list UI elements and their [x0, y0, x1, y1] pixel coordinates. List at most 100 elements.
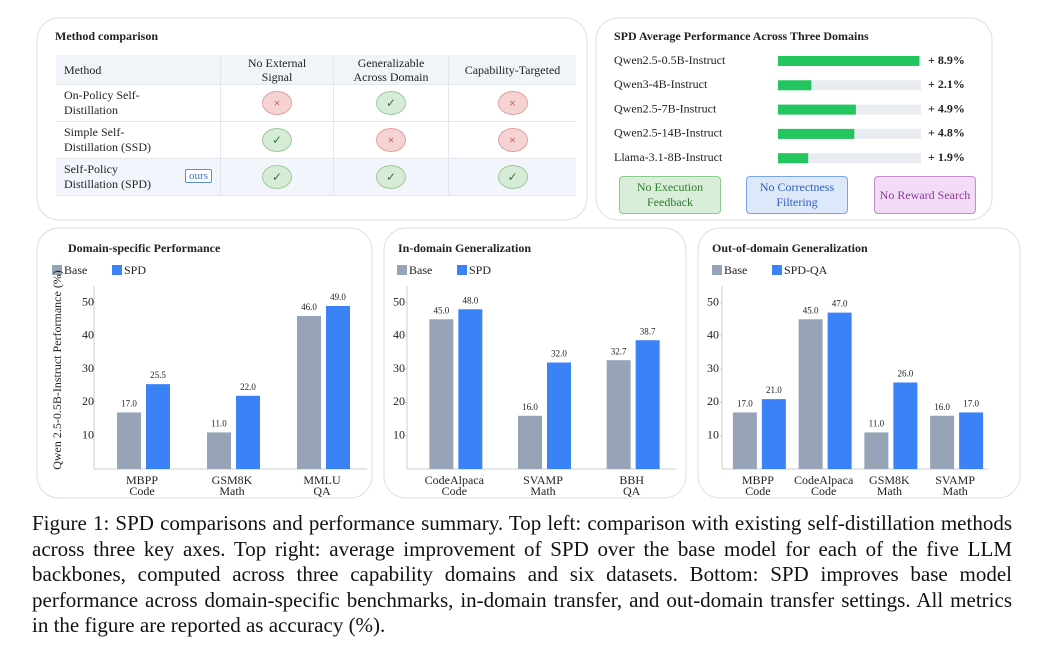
- track: [778, 80, 921, 91]
- row-label: Qwen2.5-0.5B-Instruct: [614, 53, 726, 67]
- y-tick-label: 50: [393, 294, 405, 308]
- row-label: Qwen2.5-14B-Instruct: [614, 126, 723, 140]
- card: [595, 17, 993, 221]
- value-label: + 8.9%: [928, 53, 965, 67]
- y-tick-label: 50: [707, 294, 719, 308]
- chart-title: Out-of-domain Generalization: [712, 241, 868, 255]
- x-tick-label: CodeAlpaca: [794, 473, 854, 487]
- tag: No Execution Feedback: [619, 176, 721, 214]
- bar: [117, 412, 141, 469]
- legend-swatch: [112, 265, 122, 275]
- legend-swatch: [397, 265, 407, 275]
- bar: [893, 382, 918, 469]
- x-tick-label: SVAMP: [935, 473, 975, 487]
- status-icon: ×: [497, 91, 528, 115]
- table-cell: Simple Self-Distillation (SSD): [56, 121, 221, 159]
- status-icon: ✓: [262, 165, 292, 189]
- table-row: Simple Self-Distillation (SSD) ✓ × ×: [56, 121, 576, 159]
- bar: [207, 432, 231, 469]
- y-tick-label: 10: [82, 427, 94, 441]
- bar: [778, 128, 855, 139]
- legend-label: SPD: [469, 263, 491, 277]
- value-label: 49.0: [330, 292, 346, 302]
- status-icon: ✓: [376, 165, 406, 189]
- domain-label: QA: [313, 484, 331, 498]
- chart-title: Domain-specific Performance: [68, 241, 221, 255]
- table-title: Method comparison: [55, 29, 158, 43]
- track: [778, 153, 921, 164]
- domain-label: Code: [129, 484, 154, 498]
- badge: ours: [185, 169, 212, 183]
- value-label: + 2.1%: [928, 77, 965, 91]
- table-cell: ✓: [333, 84, 449, 122]
- bar: [798, 319, 823, 469]
- bar: [778, 80, 812, 91]
- value-label: 11.0: [869, 418, 885, 428]
- method-name: Simple Self-Distillation (SSD): [64, 125, 152, 154]
- table-cell: ✓: [220, 158, 334, 196]
- value-label: 45.0: [433, 305, 449, 315]
- y-tick-label: 50: [82, 294, 94, 308]
- value-label: 16.0: [934, 402, 950, 412]
- bar: [761, 399, 786, 469]
- value-label: 26.0: [898, 369, 914, 379]
- legend-swatch: [712, 265, 722, 275]
- value-label: 17.0: [963, 398, 979, 408]
- value-label: 45.0: [803, 305, 819, 315]
- bar: [778, 104, 856, 115]
- y-tick-label: 30: [707, 361, 719, 375]
- value-label: 32.0: [551, 349, 567, 359]
- value-label: 25.5: [150, 370, 166, 380]
- status-icon: ✓: [497, 165, 528, 189]
- y-tick-label: 40: [82, 328, 94, 342]
- bar: [297, 315, 321, 469]
- header: Generalizable Across Domain: [333, 55, 449, 85]
- legend-label: SPD: [124, 263, 146, 277]
- value-label: 21.0: [766, 385, 782, 395]
- x-tick-label: MBPP: [742, 473, 774, 487]
- status-icon: ×: [497, 128, 528, 152]
- row-label: Llama-3.1-8B-Instruct: [614, 150, 723, 164]
- chart-title: In-domain Generalization: [398, 241, 531, 255]
- table-row: Self-Policy Distillation (SPD) ours ✓ ✓ ✓: [56, 158, 576, 196]
- legend-swatch: [52, 265, 62, 275]
- table-cell: ✓: [333, 158, 449, 196]
- row-label: Qwen2.5-7B-Instruct: [614, 101, 717, 115]
- table-cell: ✓: [220, 121, 334, 159]
- y-tick-label: 40: [393, 328, 405, 342]
- y-tick-label: 30: [393, 361, 405, 375]
- x-tick-label: GSM8K: [869, 473, 910, 487]
- table-cell: Self-Policy Distillation (SPD) ours: [56, 158, 221, 196]
- domain-label: Math: [219, 484, 244, 498]
- legend-label: Base: [724, 263, 747, 277]
- y-tick-label: 30: [82, 361, 94, 375]
- y-axis-label: Qwen 2.5-0.5B-Instruct Performance (%): [50, 270, 64, 470]
- value-label: 46.0: [301, 302, 317, 312]
- legend-label: Base: [409, 263, 432, 277]
- bar: [864, 432, 889, 469]
- bar: [146, 384, 170, 469]
- bar: [606, 360, 631, 469]
- table-cell: ×: [448, 84, 576, 122]
- y-tick-label: 20: [707, 394, 719, 408]
- legend-swatch: [457, 265, 467, 275]
- bar: [458, 309, 483, 469]
- status-icon: ×: [262, 91, 292, 115]
- value-label: 16.0: [522, 402, 538, 412]
- x-tick-label: MMLU: [303, 473, 341, 487]
- legend-swatch: [772, 265, 782, 275]
- status-icon: ×: [376, 128, 406, 152]
- domain-label: Math: [877, 484, 902, 498]
- value-label: + 4.8%: [928, 126, 965, 140]
- x-tick-label: SVAMP: [523, 473, 563, 487]
- header: No External Signal: [220, 55, 334, 85]
- domain-label: Code: [811, 484, 836, 498]
- domain-label: Math: [942, 484, 967, 498]
- value-label: 11.0: [211, 418, 227, 428]
- figure: Method comparison SPD Average Performanc…: [36, 17, 1021, 499]
- x-tick-label: CodeAlpaca: [425, 473, 485, 487]
- bar: [732, 412, 757, 469]
- y-tick-label: 20: [393, 394, 405, 408]
- value-label: 48.0: [462, 295, 478, 305]
